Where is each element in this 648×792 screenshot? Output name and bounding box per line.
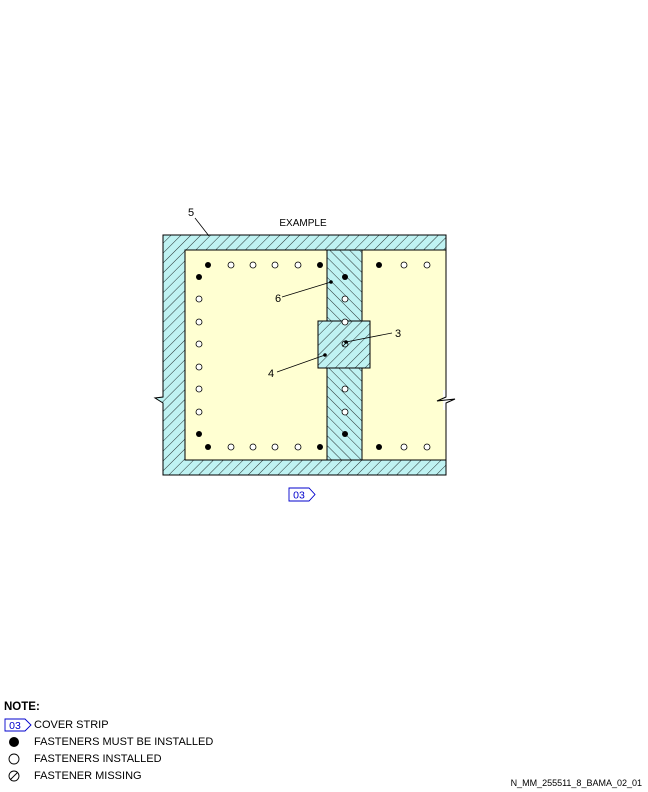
fastener-open <box>272 444 278 450</box>
fastener-open <box>272 262 278 268</box>
repair-diagram: EXAMPLE 5 6 3 4 03 <box>0 0 648 700</box>
fastener-open <box>196 386 202 392</box>
fastener-filled <box>342 431 348 437</box>
legend-label: COVER STRIP <box>34 719 109 731</box>
fastener-open <box>342 296 348 302</box>
legend-title: NOTE: <box>4 701 213 713</box>
legend-row-cover-strip: 03 COVER STRIP <box>4 716 213 733</box>
fastener-filled <box>205 262 211 268</box>
fastener-filled <box>342 274 348 280</box>
fastener-open <box>196 409 202 415</box>
legend-label: FASTENER MISSING <box>34 770 142 782</box>
fastener-open <box>342 409 348 415</box>
fastener-open <box>424 444 430 450</box>
fastener-filled <box>317 444 323 450</box>
fastener-filled <box>196 274 202 280</box>
fastener-open <box>401 444 407 450</box>
fastener-filled <box>317 262 323 268</box>
cover-strip-tag-label: 03 <box>293 490 305 502</box>
fastener-filled <box>376 444 382 450</box>
slashed-circle-icon <box>4 769 34 783</box>
fastener-open <box>196 341 202 347</box>
legend: NOTE: 03 COVER STRIP FASTENERS MUST BE I… <box>4 701 213 784</box>
fastener-open <box>295 262 301 268</box>
legend-row-installed: FASTENERS INSTALLED <box>4 750 213 767</box>
svg-text:03: 03 <box>9 720 21 732</box>
fastener-open <box>250 444 256 450</box>
cover-strip-tag: 03 <box>289 488 315 502</box>
legend-label: FASTENERS MUST BE INSTALLED <box>34 736 213 748</box>
callout-3: 3 <box>395 328 401 340</box>
fastener-open <box>424 262 430 268</box>
fastener-filled <box>205 444 211 450</box>
fastener-open <box>196 319 202 325</box>
fastener-open <box>228 444 234 450</box>
diagram-title: EXAMPLE <box>279 218 327 229</box>
legend-row-missing: FASTENER MISSING <box>4 767 213 784</box>
callout-5: 5 <box>188 207 194 219</box>
fastener-open <box>342 386 348 392</box>
fastener-open <box>342 319 348 325</box>
fastener-open <box>401 262 407 268</box>
callout-6: 6 <box>275 293 281 305</box>
tag-icon: 03 <box>4 718 34 732</box>
document-id: N_MM_255511_8_BAMA_02_01 <box>511 778 642 788</box>
legend-row-must-install: FASTENERS MUST BE INSTALLED <box>4 733 213 750</box>
open-circle-icon <box>4 752 34 766</box>
callout-4: 4 <box>268 368 274 380</box>
fastener-open <box>295 444 301 450</box>
fastener-open <box>228 262 234 268</box>
filled-circle-icon <box>4 735 34 749</box>
fastener-open <box>196 296 202 302</box>
fastener-open <box>250 262 256 268</box>
skin-panel <box>185 250 446 460</box>
fastener-filled <box>376 262 382 268</box>
fastener-filled <box>196 431 202 437</box>
legend-label: FASTENERS INSTALLED <box>34 753 162 765</box>
fastener-open <box>196 364 202 370</box>
